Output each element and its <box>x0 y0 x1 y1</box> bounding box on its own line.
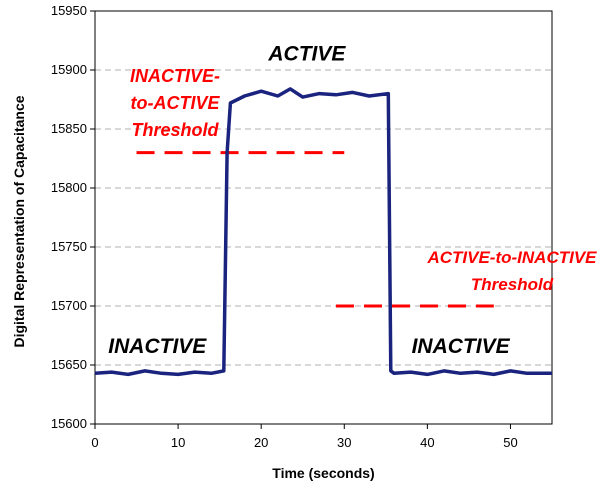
y-tick-label: 15850 <box>51 121 87 136</box>
x-tick-label: 10 <box>171 435 185 450</box>
state-annotation: INACTIVE <box>108 335 207 358</box>
y-axis-title: Digital Representation of Capacitance <box>11 95 27 347</box>
series-group <box>94 87 552 377</box>
annotations: INACTIVE ACTIVE INACTIVE <box>108 43 510 359</box>
threshold-label: Threshold <box>131 120 219 140</box>
x-axis-title: Time (seconds) <box>272 465 374 481</box>
y-axis-ticks: 15600 15650 15700 15750 15800 15850 15900 15950 <box>51 3 95 431</box>
y-tick-label: 15750 <box>51 239 87 254</box>
x-tick-label: 30 <box>337 435 351 450</box>
plot-area <box>94 10 553 425</box>
y-tick-label: 15900 <box>51 62 87 77</box>
x-tick-label: 40 <box>420 435 434 450</box>
threshold-label: INACTIVE- <box>130 66 220 86</box>
x-tick-label: 0 <box>91 435 98 450</box>
y-tick-label: 15800 <box>51 180 87 195</box>
threshold-label: Threshold <box>471 275 554 294</box>
threshold-label: to-ACTIVE <box>131 93 221 113</box>
state-annotation: ACTIVE <box>267 43 346 66</box>
y-tick-label: 15650 <box>51 357 87 372</box>
threshold-lines: INACTIVE-to-ACTIVE Threshold ACTIVE-to-INA… <box>130 66 597 308</box>
x-tick-label: 50 <box>503 435 517 450</box>
y-tick-label: 15950 <box>51 3 87 18</box>
threshold-label: ACTIVE-to-INACTIVE <box>426 248 597 267</box>
y-tick-label: 15700 <box>51 298 87 313</box>
state-annotation: INACTIVE <box>412 335 511 358</box>
gridlines <box>95 69 552 366</box>
x-tick-label: 20 <box>254 435 268 450</box>
y-tick-label: 15600 <box>51 416 87 431</box>
series-line <box>94 87 552 377</box>
x-axis-ticks: 0 10 20 30 40 50 <box>91 424 518 450</box>
